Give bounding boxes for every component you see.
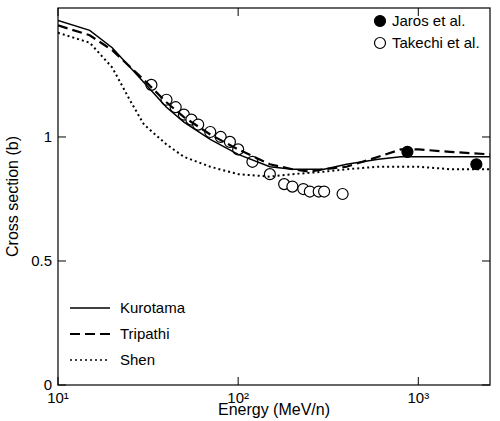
legend-marker bbox=[375, 16, 386, 27]
y-tick bbox=[482, 260, 490, 261]
y-tick bbox=[58, 385, 66, 386]
legend-line bbox=[70, 359, 110, 361]
y-tick-label: 0.5 bbox=[31, 252, 52, 269]
plot-frame bbox=[58, 8, 490, 385]
data-point bbox=[337, 189, 348, 200]
y-tick-label: 0 bbox=[44, 376, 52, 393]
legend: Jaros et al. Takechi et al. bbox=[375, 12, 480, 51]
x-tick bbox=[58, 8, 59, 16]
y-tick-label: 1 bbox=[44, 128, 52, 145]
legend-label: Shen bbox=[120, 351, 155, 368]
y-tick bbox=[482, 136, 490, 137]
legend-label: Takechi et al. bbox=[392, 34, 480, 51]
y-tick bbox=[58, 260, 66, 261]
legend-label: Kurotama bbox=[120, 299, 186, 316]
series-line bbox=[58, 20, 490, 169]
plot-area bbox=[58, 20, 490, 199]
legend-marker bbox=[375, 38, 386, 49]
series-line bbox=[58, 25, 490, 171]
x-tick bbox=[238, 8, 239, 16]
data-point bbox=[233, 144, 244, 155]
legend: Kurotama Tripathi Shen bbox=[70, 299, 186, 368]
y-axis-label: Cross section (b) bbox=[4, 136, 21, 257]
y-tick bbox=[482, 385, 490, 386]
data-point bbox=[402, 146, 413, 157]
data-point bbox=[319, 186, 330, 197]
data-point bbox=[471, 159, 482, 170]
x-tick-label: 10³ bbox=[407, 389, 429, 406]
x-axis-label: Energy (MeV/n) bbox=[218, 401, 330, 418]
x-tick bbox=[58, 377, 59, 385]
legend-line bbox=[70, 333, 110, 335]
series-line bbox=[58, 33, 490, 177]
legend-label: Jaros et al. bbox=[392, 12, 465, 29]
y-tick bbox=[58, 136, 66, 137]
chart: 10¹10²10³00.51Energy (MeV/n)Cross sectio… bbox=[0, 0, 500, 421]
data-point bbox=[264, 169, 275, 180]
legend-line bbox=[70, 307, 110, 309]
data-point bbox=[287, 181, 298, 192]
x-tick bbox=[418, 377, 419, 385]
x-tick bbox=[238, 377, 239, 385]
legend-label: Tripathi bbox=[120, 325, 169, 342]
